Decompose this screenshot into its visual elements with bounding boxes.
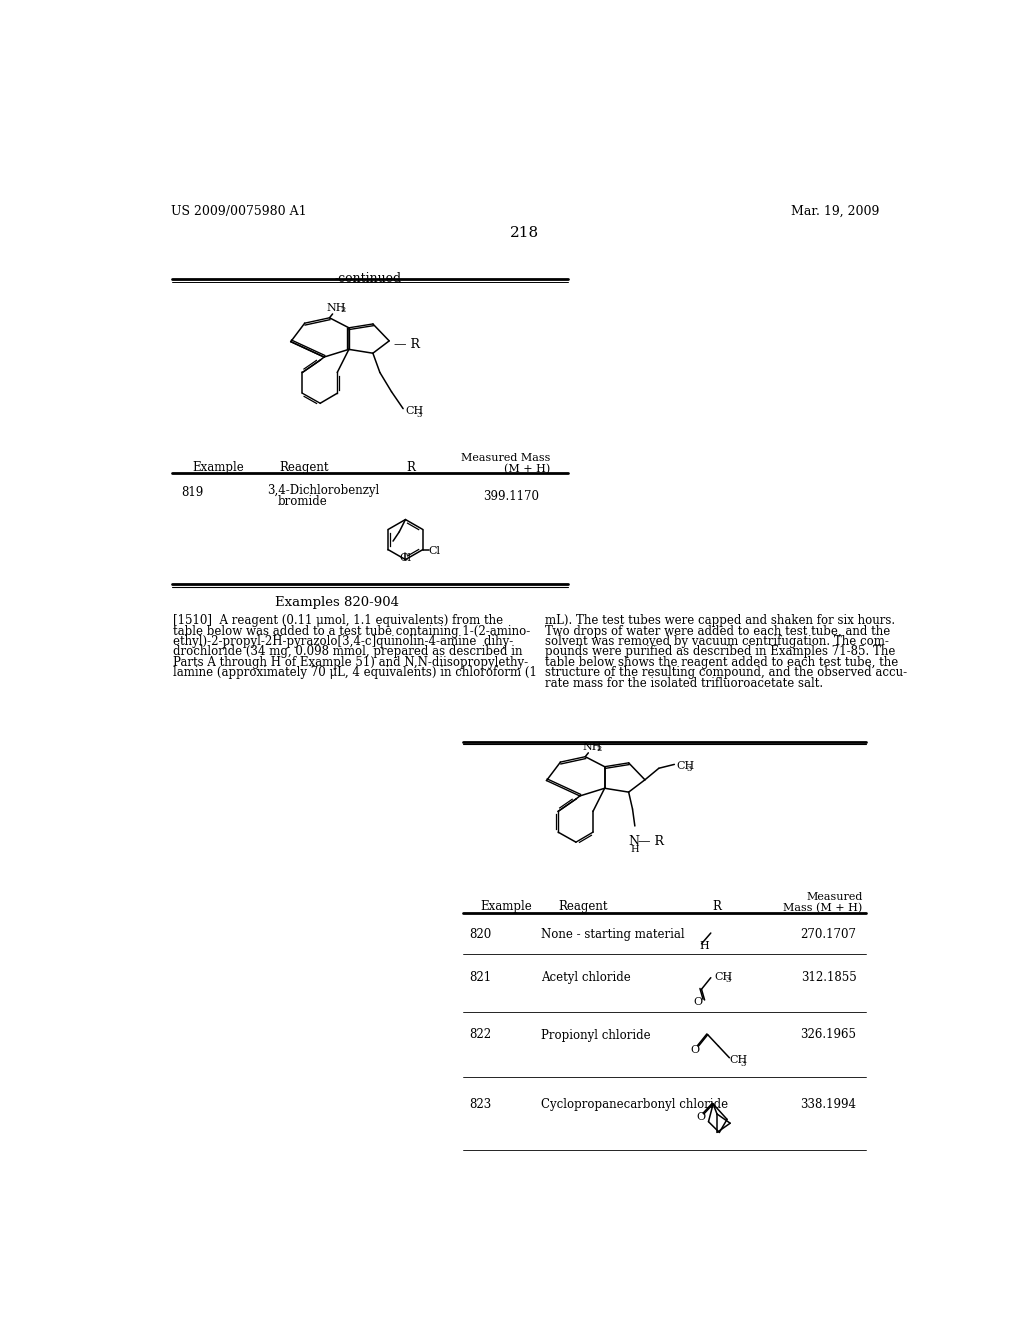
Text: NH: NH: [327, 304, 346, 313]
Text: Examples 820-904: Examples 820-904: [275, 595, 399, 609]
Text: H: H: [699, 941, 709, 952]
Text: 399.1170: 399.1170: [482, 490, 539, 503]
Text: 3: 3: [740, 1060, 745, 1068]
Text: table below shows the reagent added to each test tube, the: table below shows the reagent added to e…: [545, 656, 898, 669]
Text: mL). The test tubes were capped and shaken for six hours.: mL). The test tubes were capped and shak…: [545, 614, 895, 627]
Text: None - starting material: None - starting material: [541, 928, 685, 941]
Text: [1510]  A reagent (0.11 μmol, 1.1 equivalents) from the: [1510] A reagent (0.11 μmol, 1.1 equival…: [173, 614, 503, 627]
Text: structure of the resulting compound, and the observed accu-: structure of the resulting compound, and…: [545, 667, 907, 680]
Text: 2: 2: [340, 306, 346, 314]
Text: NH: NH: [583, 742, 602, 752]
Text: 312.1855: 312.1855: [801, 970, 856, 983]
Text: ethyl)-2-propyl-2H-pyrazolo[3,4-c]quinolin-4-amine  dihy-: ethyl)-2-propyl-2H-pyrazolo[3,4-c]quinol…: [173, 635, 513, 648]
Text: drochloride (34 mg, 0.098 mmol, prepared as described in: drochloride (34 mg, 0.098 mmol, prepared…: [173, 645, 522, 659]
Text: Acetyl chloride: Acetyl chloride: [541, 970, 631, 983]
Text: lamine (approximately 70 μL, 4 equivalents) in chloroform (1: lamine (approximately 70 μL, 4 equivalen…: [173, 667, 537, 680]
Text: CH: CH: [715, 972, 733, 982]
Text: 270.1707: 270.1707: [801, 928, 856, 941]
Text: 338.1994: 338.1994: [801, 1098, 856, 1111]
Text: R: R: [407, 461, 416, 474]
Text: R: R: [713, 900, 722, 913]
Text: Propionyl chloride: Propionyl chloride: [541, 1028, 650, 1041]
Text: 3: 3: [726, 977, 731, 985]
Text: O: O: [696, 1111, 706, 1122]
Text: Parts A through H of Example 51) and N,N-diisopropylethy-: Parts A through H of Example 51) and N,N…: [173, 656, 528, 669]
Text: pounds were purified as described in Examples 71-85. The: pounds were purified as described in Exa…: [545, 645, 895, 659]
Text: — R: — R: [394, 338, 420, 351]
Text: CH: CH: [729, 1056, 748, 1065]
Text: O: O: [693, 997, 702, 1007]
Text: 2: 2: [596, 744, 601, 754]
Text: 819: 819: [181, 487, 204, 499]
Text: 218: 218: [510, 226, 540, 240]
Text: CH: CH: [676, 760, 694, 771]
Text: Mar. 19, 2009: Mar. 19, 2009: [791, 205, 879, 218]
Text: Reagent: Reagent: [280, 461, 329, 474]
Text: bromide: bromide: [278, 495, 328, 508]
Text: 820: 820: [469, 928, 492, 941]
Text: N: N: [629, 836, 640, 849]
Text: (M + H): (M + H): [504, 465, 550, 474]
Text: 3,4-Dichlorobenzyl: 3,4-Dichlorobenzyl: [267, 484, 380, 498]
Text: US 2009/0075980 A1: US 2009/0075980 A1: [171, 205, 306, 218]
Text: Reagent: Reagent: [558, 900, 607, 913]
Text: — R: — R: [638, 836, 664, 849]
Text: H: H: [630, 845, 639, 854]
Text: Mass (M + H): Mass (M + H): [783, 903, 862, 913]
Text: 326.1965: 326.1965: [801, 1028, 856, 1041]
Text: rate mass for the isolated trifluoroacetate salt.: rate mass for the isolated trifluoroacet…: [545, 677, 823, 689]
Text: 3: 3: [687, 766, 692, 774]
Text: solvent was removed by vacuum centrifugation. The com-: solvent was removed by vacuum centrifuga…: [545, 635, 889, 648]
Text: 3: 3: [417, 411, 422, 418]
Text: Two drops of water were added to each test tube, and the: Two drops of water were added to each te…: [545, 624, 890, 638]
Text: Example: Example: [480, 900, 532, 913]
Text: -continued: -continued: [335, 272, 401, 285]
Text: 822: 822: [470, 1028, 492, 1041]
Text: 821: 821: [470, 970, 492, 983]
Text: O: O: [690, 1044, 699, 1055]
Text: Cl: Cl: [399, 553, 412, 564]
Text: Cyclopropanecarbonyl chloride: Cyclopropanecarbonyl chloride: [541, 1098, 728, 1111]
Text: CH: CH: [406, 407, 424, 416]
Text: Cl: Cl: [428, 546, 440, 557]
Text: table below was added to a test tube containing 1-(2-amino-: table below was added to a test tube con…: [173, 624, 530, 638]
Text: 823: 823: [469, 1098, 492, 1111]
Text: Measured Mass: Measured Mass: [461, 453, 550, 463]
Text: Measured: Measured: [806, 892, 862, 902]
Text: Example: Example: [193, 461, 244, 474]
